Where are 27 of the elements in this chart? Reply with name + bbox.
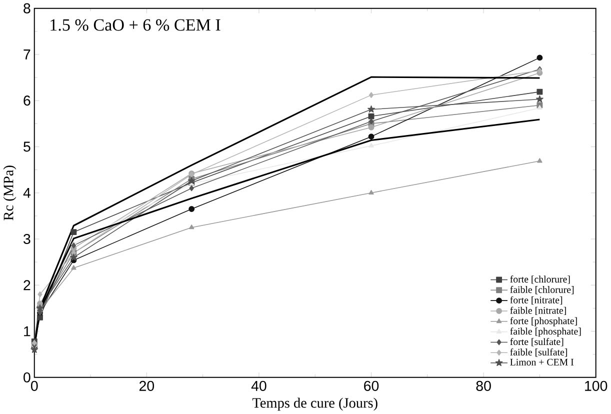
x-axis-title: Temps de cure (Jours) <box>252 398 378 411</box>
legend-label: faible [nitrate] <box>510 306 566 316</box>
y-tick-label: 4 <box>23 188 30 198</box>
legend-label: forte [nitrate] <box>510 296 562 305</box>
y-tick-label: 3 <box>24 234 30 244</box>
legend-label: forte [sulfate] <box>510 338 564 346</box>
y-tick-label: 5 <box>24 142 30 152</box>
x-tick-label: 20 <box>139 380 154 391</box>
y-tick-label: 7 <box>24 50 30 60</box>
y-tick-label: 0 <box>24 372 30 382</box>
annotation: 1.5 % CaO + 6 % CEM I <box>50 19 220 31</box>
y-axis-title: Rc (MPa) <box>3 166 16 220</box>
y-tick-label: 6 <box>24 96 30 106</box>
y-tick-label: 1 <box>24 326 30 336</box>
x-tick-label: 40 <box>251 380 266 391</box>
legend-label: faible [sulfate] <box>510 348 567 357</box>
legend-label: faible [chlorure] <box>510 286 574 294</box>
legend-label: forte [phosphate] <box>510 317 577 326</box>
x-tick-label: 60 <box>364 380 379 391</box>
x-tick-label: 0 <box>30 380 38 391</box>
x-tick-label: 80 <box>476 380 491 391</box>
legend-label: faible [phosphate] <box>510 328 581 337</box>
legend-label: forte [chlorure] <box>510 276 570 284</box>
legend-label: Limon + CEM I <box>510 358 574 366</box>
y-tick-label: 2 <box>24 280 30 290</box>
x-tick-label: 100 <box>585 380 608 391</box>
y-tick-label: 8 <box>24 3 30 14</box>
